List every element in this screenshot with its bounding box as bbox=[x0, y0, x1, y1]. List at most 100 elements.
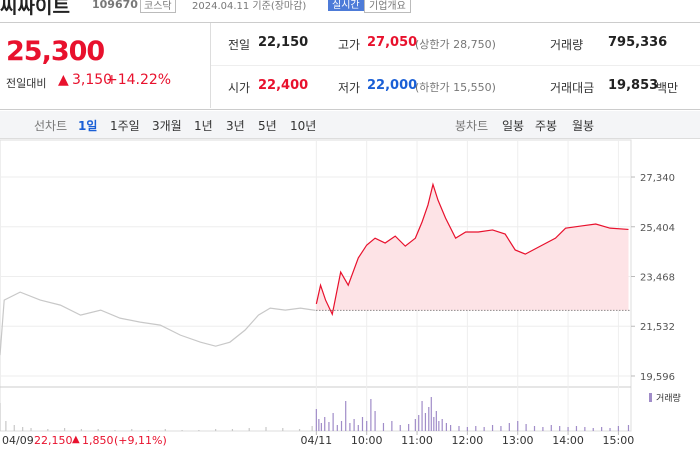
y-tick-label: 27,340 bbox=[640, 173, 675, 184]
x-tick-label: 13:00 bbox=[502, 434, 534, 447]
volume-bar bbox=[265, 427, 267, 431]
volume-bar bbox=[382, 423, 385, 431]
volume-bar bbox=[231, 429, 234, 431]
change: 3,150 bbox=[72, 72, 113, 88]
volume-bar bbox=[131, 429, 133, 431]
volume-bar bbox=[399, 425, 401, 431]
volume-bar bbox=[114, 430, 116, 431]
badge[interactable]: 실시간 bbox=[328, 0, 364, 11]
x-tick-label: 10:00 bbox=[351, 434, 383, 447]
tab[interactable]: 3개월 bbox=[152, 119, 182, 133]
volume-bar bbox=[575, 426, 578, 431]
volume-bar bbox=[64, 428, 66, 431]
tab[interactable]: 월봉 bbox=[572, 119, 595, 133]
volume-bar bbox=[466, 427, 468, 431]
tab[interactable]: 일봉 bbox=[502, 119, 525, 133]
price-line bbox=[0, 291, 316, 356]
y-tick-label: 23,468 bbox=[640, 273, 675, 284]
date: 2024.04.11 기준(장마감) bbox=[192, 1, 307, 12]
volume-bar bbox=[298, 429, 301, 431]
badge[interactable]: 기업개요 bbox=[364, 0, 411, 13]
volume-bar bbox=[282, 428, 284, 431]
volume-bar bbox=[147, 430, 150, 431]
tab[interactable]: 1년 bbox=[194, 119, 213, 133]
volume-bar bbox=[609, 428, 611, 431]
volume-bar bbox=[559, 426, 561, 431]
volume-bar bbox=[617, 426, 620, 431]
footer-sign: ▲ bbox=[72, 434, 80, 445]
volume-bar bbox=[324, 417, 326, 431]
volume-bar bbox=[357, 425, 359, 431]
tab[interactable]: 5년 bbox=[258, 119, 277, 133]
volume-bar bbox=[315, 409, 317, 431]
y-tick-label: 25,404 bbox=[640, 223, 675, 234]
volume-bar bbox=[592, 428, 594, 431]
volume-bar bbox=[353, 419, 355, 431]
volume-bar bbox=[164, 429, 166, 431]
tab[interactable]: 주봉 bbox=[535, 119, 558, 133]
tab-group-label: 봉차트 bbox=[455, 119, 489, 133]
volume-bar bbox=[22, 427, 24, 431]
volume-bar bbox=[475, 426, 477, 431]
footer-close: 22,150 bbox=[34, 434, 73, 447]
volume-bar bbox=[13, 425, 15, 431]
volume-bar bbox=[428, 407, 430, 431]
stat-label: 고가 bbox=[338, 38, 361, 52]
stat-label: 시가 bbox=[228, 81, 251, 95]
volume-bar bbox=[435, 411, 437, 431]
price-line bbox=[315, 182, 629, 317]
footer-change: 1,850 bbox=[82, 434, 114, 447]
volume-bar bbox=[30, 428, 32, 431]
tab[interactable]: 10년 bbox=[290, 119, 317, 133]
volume-bar bbox=[345, 401, 347, 431]
stat-value: 22,400 bbox=[258, 78, 309, 93]
volume-bar bbox=[584, 427, 586, 431]
volume-bar bbox=[408, 424, 410, 431]
x-tick-label: 11:00 bbox=[401, 434, 433, 447]
volume-bar bbox=[374, 411, 376, 431]
area bbox=[316, 184, 629, 315]
volume-bar bbox=[318, 419, 320, 431]
volume-bar bbox=[370, 399, 372, 431]
footer-date: 04/09 bbox=[2, 434, 34, 447]
stat-value: 27,050 bbox=[367, 35, 418, 50]
stat-value: 795,336 bbox=[608, 35, 668, 50]
stat-label: 거래대금 bbox=[550, 81, 595, 95]
volume-bar bbox=[508, 423, 510, 431]
stat-extra: (상한가 28,750) bbox=[415, 38, 496, 51]
volume-bar bbox=[361, 417, 364, 431]
volume-bar bbox=[332, 413, 334, 431]
tab-group-label: 선차트 bbox=[34, 119, 68, 133]
volume-bar bbox=[80, 429, 82, 431]
volume-bar bbox=[391, 421, 393, 431]
volume-bar bbox=[328, 422, 330, 431]
stat-value: 19,853 bbox=[608, 78, 659, 93]
volume-bar bbox=[248, 428, 250, 431]
stat-label: 저가 bbox=[338, 81, 361, 95]
stat-value: 22,000 bbox=[367, 78, 418, 93]
volume-bar bbox=[533, 426, 536, 431]
x-tick-label: 14:00 bbox=[552, 434, 584, 447]
volume-bar bbox=[550, 425, 552, 431]
volume-bar bbox=[198, 430, 200, 431]
y-tick-label: 21,532 bbox=[640, 322, 675, 333]
tab[interactable]: 1주일 bbox=[110, 119, 140, 133]
stat-extra: (하한가 15,550) bbox=[415, 81, 496, 94]
stat-unit: 백만 bbox=[656, 81, 679, 95]
change-label: 전일대비 bbox=[6, 77, 47, 90]
volume-bar bbox=[0, 403, 1, 431]
volume-bar bbox=[438, 421, 440, 431]
volume-bar bbox=[483, 427, 485, 431]
volume-bar bbox=[627, 425, 630, 431]
tab[interactable]: 1일 bbox=[78, 119, 98, 133]
stat-label: 거래량 bbox=[550, 38, 584, 52]
x-tick-label: 15:00 bbox=[603, 434, 635, 447]
volume-bar bbox=[517, 421, 519, 431]
current-price: 25,300 bbox=[6, 36, 105, 67]
volume-bar bbox=[414, 419, 416, 431]
stat-value: 22,150 bbox=[258, 35, 309, 50]
tab[interactable]: 3년 bbox=[226, 119, 245, 133]
volume-legend: 거래량 bbox=[656, 392, 681, 404]
volume-bar bbox=[441, 419, 443, 431]
